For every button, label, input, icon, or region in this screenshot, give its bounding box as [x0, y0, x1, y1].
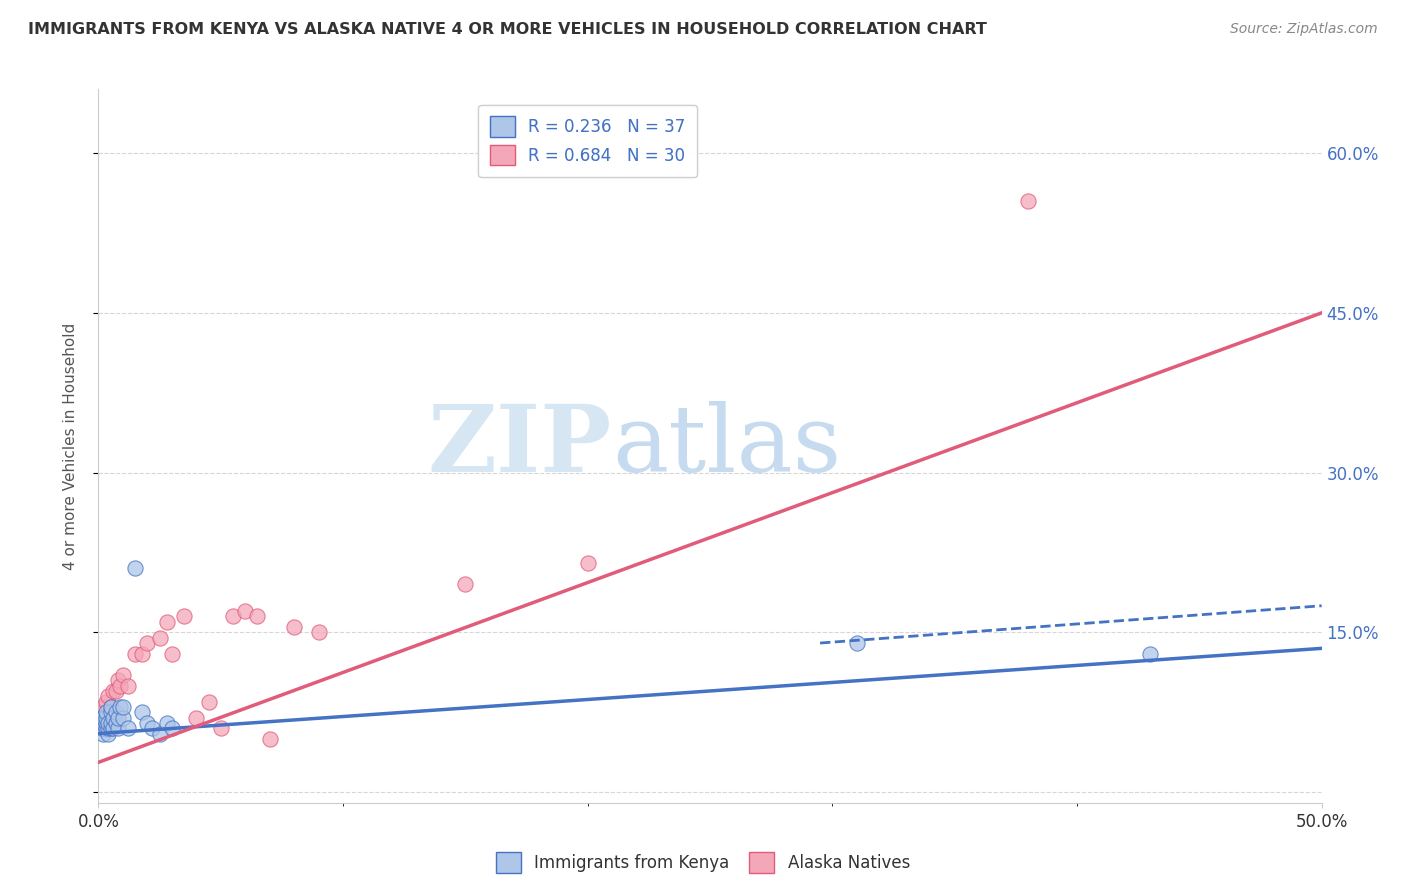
Point: [845, 636, 868, 650]
Point: [97, 726, 120, 740]
Point: [90, 706, 112, 720]
Point: [308, 625, 330, 640]
Point: [91, 700, 114, 714]
Point: [110, 700, 132, 714]
Point: [97, 721, 120, 735]
Point: [100, 700, 122, 714]
Point: [100, 715, 122, 730]
Point: [160, 647, 183, 661]
Point: [111, 668, 134, 682]
Text: Source: ZipAtlas.com: Source: ZipAtlas.com: [1230, 22, 1378, 37]
Point: [136, 636, 159, 650]
Point: [117, 679, 139, 693]
Point: [149, 631, 172, 645]
Point: [90, 715, 112, 730]
Point: [91, 710, 114, 724]
Point: [1139, 647, 1161, 661]
Point: [454, 577, 477, 591]
Point: [100, 700, 122, 714]
Point: [104, 684, 127, 698]
Point: [90, 710, 112, 724]
Point: [246, 609, 269, 624]
Point: [141, 721, 163, 735]
Point: [124, 647, 146, 661]
Point: [104, 715, 127, 730]
Point: [131, 647, 153, 661]
Point: [110, 679, 132, 693]
Point: [233, 604, 256, 618]
Point: [94, 710, 117, 724]
Legend: Immigrants from Kenya, Alaska Natives: Immigrants from Kenya, Alaska Natives: [489, 846, 917, 880]
Point: [197, 695, 219, 709]
Point: [173, 609, 195, 624]
Point: [97, 690, 120, 704]
Point: [124, 561, 146, 575]
Point: [107, 710, 129, 724]
Point: [100, 706, 122, 720]
Point: [91, 715, 114, 730]
Point: [104, 706, 127, 720]
Point: [186, 710, 208, 724]
Point: [101, 721, 124, 735]
Legend: R = 0.236   N = 37, R = 0.684   N = 30: R = 0.236 N = 37, R = 0.684 N = 30: [478, 104, 697, 177]
Point: [160, 721, 183, 735]
Point: [111, 710, 134, 724]
Point: [222, 609, 245, 624]
Point: [90, 721, 112, 735]
Point: [94, 715, 117, 730]
Point: [97, 715, 120, 730]
Point: [156, 715, 179, 730]
Point: [131, 706, 153, 720]
Point: [259, 731, 281, 746]
Point: [576, 556, 599, 570]
Point: [136, 715, 159, 730]
Text: ZIP: ZIP: [427, 401, 612, 491]
Text: IMMIGRANTS FROM KENYA VS ALASKA NATIVE 4 OR MORE VEHICLES IN HOUSEHOLD CORRELATI: IMMIGRANTS FROM KENYA VS ALASKA NATIVE 4…: [28, 22, 987, 37]
Point: [101, 710, 124, 724]
Point: [283, 620, 305, 634]
Point: [107, 721, 129, 735]
Point: [156, 615, 179, 629]
Point: [107, 673, 129, 688]
Point: [91, 721, 114, 735]
Y-axis label: 4 or more Vehicles in Household: 4 or more Vehicles in Household: [63, 322, 77, 570]
Point: [1017, 194, 1039, 208]
Point: [101, 684, 124, 698]
Point: [94, 695, 117, 709]
Point: [149, 726, 172, 740]
Point: [94, 721, 117, 735]
Point: [94, 706, 117, 720]
Text: atlas: atlas: [612, 401, 841, 491]
Point: [117, 721, 139, 735]
Point: [91, 726, 114, 740]
Point: [111, 700, 134, 714]
Point: [100, 721, 122, 735]
Point: [209, 721, 232, 735]
